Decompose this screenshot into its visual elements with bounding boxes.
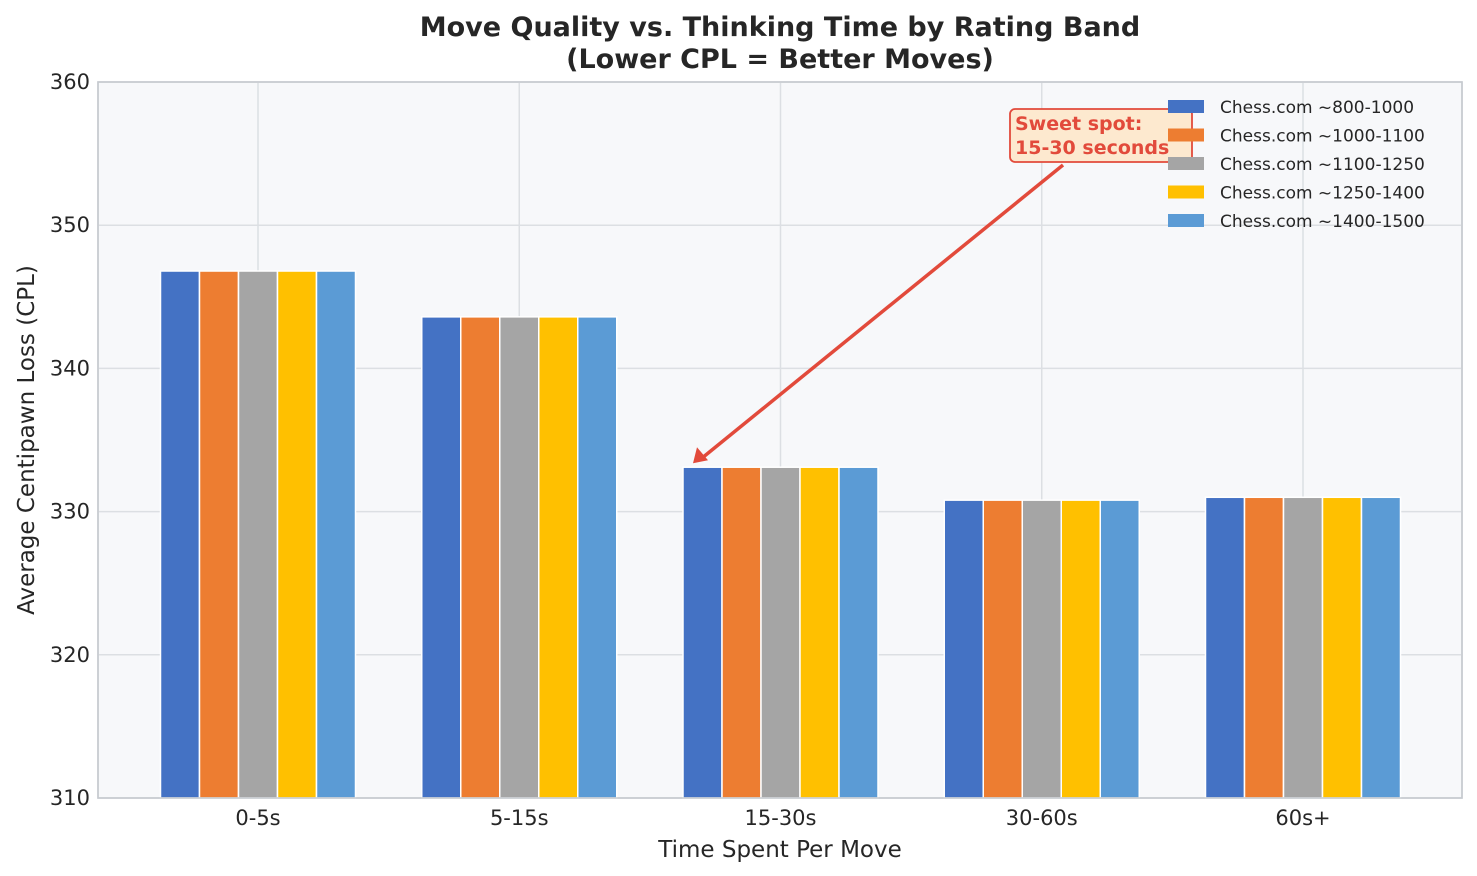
bar [760,466,801,799]
bar [1360,496,1402,799]
y-tick-label: 310 [50,786,90,810]
plot-border [97,81,1463,799]
x-tick-label: 15-30s [745,806,817,830]
legend-label: Chess.com ~1400-1500 [1220,212,1425,232]
bar [1021,499,1062,799]
x-tick-label: 5-15s [490,806,549,830]
bar [1204,496,1246,799]
annotation-text-line2: 15-30 seconds [1015,137,1169,159]
bar [276,270,318,799]
bars-layer [97,81,1463,799]
bar [198,270,240,799]
chart-title-line1: Move Quality vs. Thinking Time by Rating… [420,12,1140,43]
annotation-text-line1: Sweet spot: [1015,113,1142,135]
bar [577,316,618,799]
legend-label: Chess.com ~800-1000 [1220,98,1414,118]
legend-label: Chess.com ~1100-1250 [1220,155,1425,175]
bar [1321,496,1363,799]
legend-swatch [1168,157,1204,170]
bar [838,466,879,799]
bar [799,466,840,799]
chart-title-line2: (Lower CPL = Better Moves) [566,44,994,75]
bar [237,270,279,799]
bar [159,270,201,799]
x-tick-label: 30-60s [1006,806,1078,830]
annotation-arrow-head [693,447,708,464]
bar [682,466,723,799]
bar [499,316,540,799]
legend-swatch [1168,128,1204,142]
legend-label: Chess.com ~1250-1400 [1220,184,1425,204]
legend-swatch [1168,185,1204,199]
bar [460,316,501,799]
bar [538,316,579,799]
legend: Chess.com ~800-1000 Chess.com ~1000-1100 C… [1168,98,1425,232]
legend-label: Chess.com ~1000-1100 [1220,127,1425,147]
x-tick-label: 0-5s [235,806,280,830]
y-axis-label: Average Centipawn Loss (CPL) [14,265,40,615]
legend-swatch [1168,100,1204,113]
y-tick-label: 360 [50,70,90,94]
bar [721,466,762,799]
bar [943,499,984,799]
annotation-arrow-line [701,163,1065,459]
y-tick-label: 340 [50,356,90,380]
bar [1243,496,1285,799]
legend-swatch [1168,214,1204,227]
x-tick-label: 60s+ [1275,806,1330,830]
bar [1099,499,1140,799]
bar [982,499,1023,799]
x-axis-label: Time Spent Per Move [657,837,902,863]
bar [1060,499,1101,799]
ticks-layer: 310 320 330 340 350 360 0-5s 5-15s 15-30s 30-60s 6… [50,70,1331,830]
y-tick-label: 330 [50,500,90,524]
y-tick-label: 350 [50,213,90,237]
bar [1282,496,1324,799]
y-tick-label: 320 [50,643,90,667]
annotation: Sweet spot:15-30 seconds [693,108,1193,464]
bar [315,270,357,799]
bar [421,316,462,799]
